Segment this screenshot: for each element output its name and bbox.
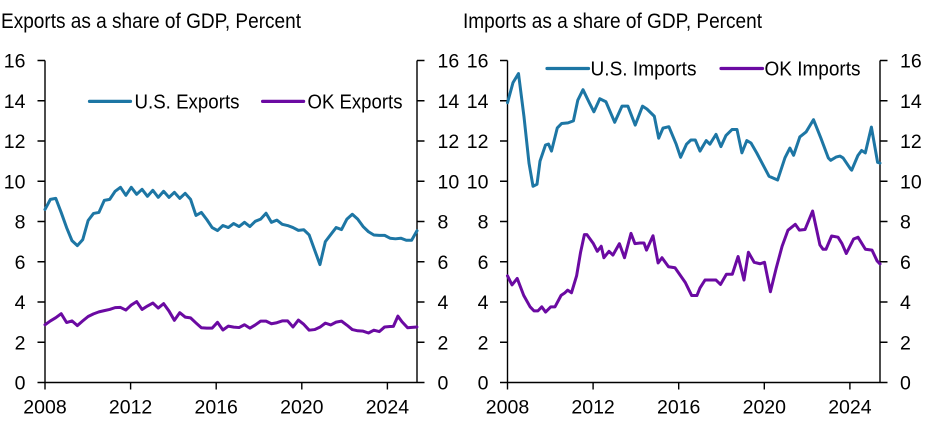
svg-text:10: 10 [438,171,460,193]
svg-text:14: 14 [4,91,26,113]
svg-text:Exports as a share of GDP, Per: Exports as a share of GDP, Percent [1,10,301,33]
svg-text:2: 2 [15,332,26,354]
svg-text:4: 4 [15,292,26,314]
svg-text:4: 4 [478,292,489,314]
svg-text:8: 8 [900,212,911,234]
svg-text:16: 16 [4,51,26,73]
svg-text:2020: 2020 [743,397,787,419]
svg-text:6: 6 [900,252,911,274]
svg-text:16: 16 [438,51,460,73]
svg-text:6: 6 [438,252,449,274]
svg-text:10: 10 [900,171,922,193]
svg-text:2024: 2024 [828,397,872,419]
svg-text:8: 8 [15,212,26,234]
svg-text:2008: 2008 [23,397,66,419]
svg-text:OK Imports: OK Imports [765,58,861,80]
svg-text:Imports as a share of GDP, Per: Imports as a share of GDP, Percent [463,10,762,33]
svg-text:12: 12 [900,131,922,153]
svg-text:8: 8 [438,212,449,234]
svg-text:2012: 2012 [109,397,152,419]
svg-text:2016: 2016 [195,397,238,419]
svg-text:2024: 2024 [366,397,410,419]
svg-text:4: 4 [900,292,911,314]
svg-text:6: 6 [478,252,489,274]
svg-text:2: 2 [478,332,489,354]
svg-text:0: 0 [438,373,449,395]
svg-text:6: 6 [15,252,26,274]
svg-text:12: 12 [467,131,489,153]
svg-text:0: 0 [900,373,911,395]
svg-text:10: 10 [4,171,26,193]
svg-text:16: 16 [900,51,922,73]
svg-text:2008: 2008 [486,397,529,419]
svg-text:8: 8 [478,212,489,234]
svg-text:14: 14 [900,91,922,113]
svg-text:2016: 2016 [657,397,700,419]
svg-text:0: 0 [478,373,489,395]
svg-text:U.S. Exports: U.S. Exports [135,91,240,113]
svg-text:16: 16 [467,51,489,73]
svg-text:12: 12 [438,131,460,153]
svg-text:14: 14 [467,91,489,113]
svg-text:OK Exports: OK Exports [308,91,403,113]
svg-text:2012: 2012 [571,397,614,419]
svg-text:U.S. Imports: U.S. Imports [591,58,697,80]
svg-text:4: 4 [438,292,449,314]
svg-text:14: 14 [438,91,460,113]
svg-text:2: 2 [900,332,911,354]
svg-text:12: 12 [4,131,26,153]
svg-text:10: 10 [467,171,489,193]
svg-text:2020: 2020 [280,397,324,419]
svg-text:0: 0 [15,373,26,395]
svg-text:2: 2 [438,332,449,354]
